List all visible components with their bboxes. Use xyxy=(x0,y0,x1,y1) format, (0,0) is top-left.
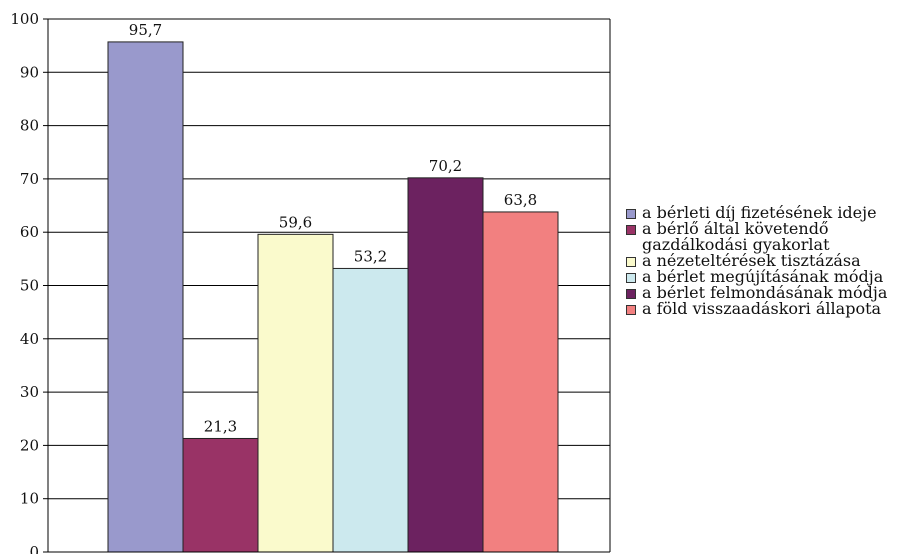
legend-item: a bérlet megújításának módja xyxy=(626,269,898,285)
legend-item: a bérleti díj fizetésének ideje xyxy=(626,205,898,221)
y-tick-label: 60 xyxy=(20,223,39,241)
legend-swatch-5 xyxy=(626,305,636,315)
y-tick-label: 70 xyxy=(20,170,39,188)
data-label: 53,2 xyxy=(354,247,387,265)
data-label: 63,8 xyxy=(504,191,537,209)
legend-swatch-3 xyxy=(626,273,636,283)
legend-label: a föld visszaadáskori állapota xyxy=(642,299,882,318)
y-tick-label: 50 xyxy=(20,277,39,295)
y-tick-label: 30 xyxy=(20,383,39,401)
bar xyxy=(257,233,334,553)
y-tick-label: 100 xyxy=(10,10,39,28)
legend-label: a bérlet megújításának módja xyxy=(642,267,884,286)
bar xyxy=(482,211,559,553)
legend-label: a bérleti díj fizetésének ideje xyxy=(642,203,877,222)
y-tick-label: 10 xyxy=(20,490,39,508)
legend-swatch-2 xyxy=(626,257,636,267)
legend-item: a bérlő által követendő gazdálkodási gya… xyxy=(626,221,898,253)
y-tick-label: 40 xyxy=(20,330,39,348)
chart-legend: a bérleti díj fizetésének ideje a bérlő … xyxy=(626,205,898,317)
data-label: 21,3 xyxy=(204,417,237,435)
legend-item: a föld visszaadáskori állapota xyxy=(626,301,898,317)
y-tick-label: 20 xyxy=(20,436,39,454)
legend-label: a nézeteltérések tisztázása xyxy=(642,251,861,270)
y-tick-label: 90 xyxy=(20,63,39,81)
legend-swatch-1 xyxy=(626,225,636,235)
data-label: 95,7 xyxy=(129,21,162,39)
bar xyxy=(182,437,259,553)
legend-item: a bérlet felmondásának módja xyxy=(626,285,898,301)
bar xyxy=(407,177,484,553)
legend-swatch-4 xyxy=(626,289,636,299)
data-label: 70,2 xyxy=(429,157,462,175)
legend-label: a bérlet felmondásának módja xyxy=(642,283,888,302)
legend-label: a bérlő által követendő gazdálkodási gya… xyxy=(642,219,830,254)
data-label: 59,6 xyxy=(279,213,312,231)
bar xyxy=(107,41,184,553)
legend-item: a nézeteltérések tisztázása xyxy=(626,253,898,269)
bar xyxy=(332,267,409,553)
legend-swatch-0 xyxy=(626,209,636,219)
y-tick-label: 0 xyxy=(29,543,39,554)
y-tick-label: 80 xyxy=(20,117,39,135)
